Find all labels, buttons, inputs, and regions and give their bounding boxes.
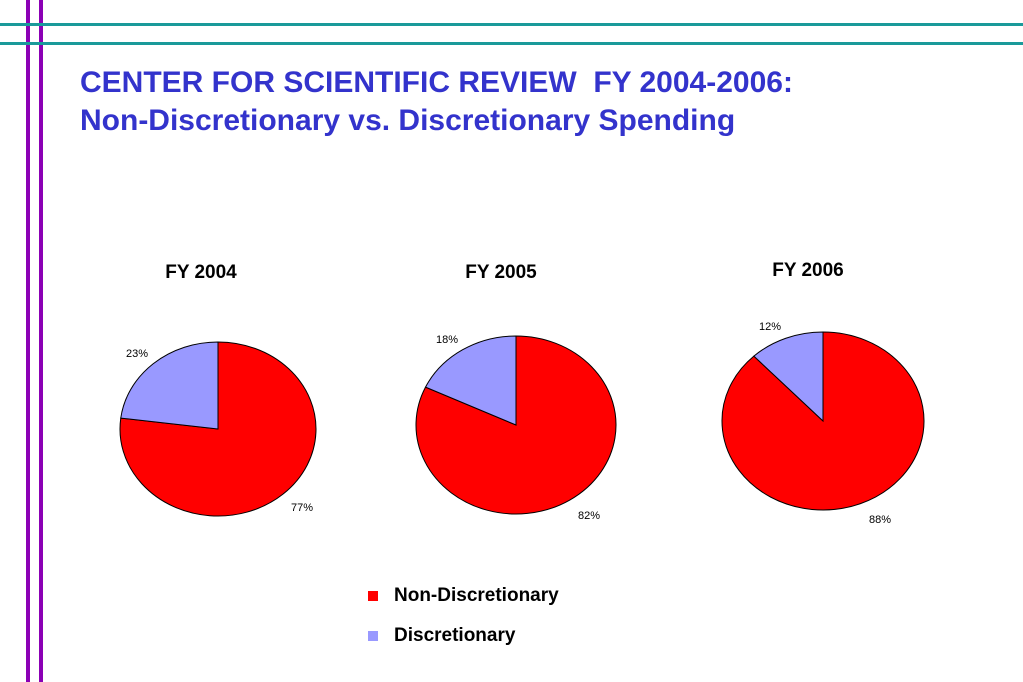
pie-chart-title: FY 2004 [165,262,237,283]
legend-label-discretionary: Discretionary [394,624,516,646]
pie-data-label-non-discretionary: 77% [291,502,313,514]
slide-title-line-1: CENTER FOR SCIENTIFIC REVIEW FY 2004-200… [80,66,793,99]
legend-label-non-discretionary: Non-Discretionary [394,584,559,606]
legend-item-non-discretionary: Non-Discretionary [368,583,559,608]
pie-slice-discretionary [753,331,824,423]
legend-swatch-discretionary [368,630,378,641]
pie-data-label-non-discretionary: 88% [869,514,891,526]
legend-item-discretionary: Discretionary [368,623,559,648]
pie-slice-discretionary [120,341,219,430]
frame-vertical-line-left [26,0,30,682]
pie-data-label-discretionary: 12% [759,321,781,333]
pie-data-label-non-discretionary: 82% [578,510,600,522]
pie-slice-discretionary [424,335,517,426]
pie-chart-2: FY 2005 82% 18% [415,262,617,522]
legend: Non-Discretionary Discretionary [368,583,559,663]
pie-chart-1: FY 2004 77% 23% [119,262,317,517]
pie-data-label-discretionary: 23% [126,348,148,360]
pie-chart-title: FY 2005 [465,262,537,283]
pie-chart-3: FY 2006 88% 12% [721,260,925,526]
pie-chart-title: FY 2006 [772,260,843,281]
frame-horizontal-line-bottom [0,42,1023,45]
slide-title: CENTER FOR SCIENTIFIC REVIEW FY 2004-200… [80,64,793,140]
pie-data-label-discretionary: 18% [436,334,458,346]
frame-horizontal-line-top [0,23,1023,26]
frame-vertical-line-right [39,0,43,682]
legend-swatch-non-discretionary [368,590,378,601]
slide-title-line-2: Non-Discretionary vs. Discretionary Spen… [80,104,736,137]
